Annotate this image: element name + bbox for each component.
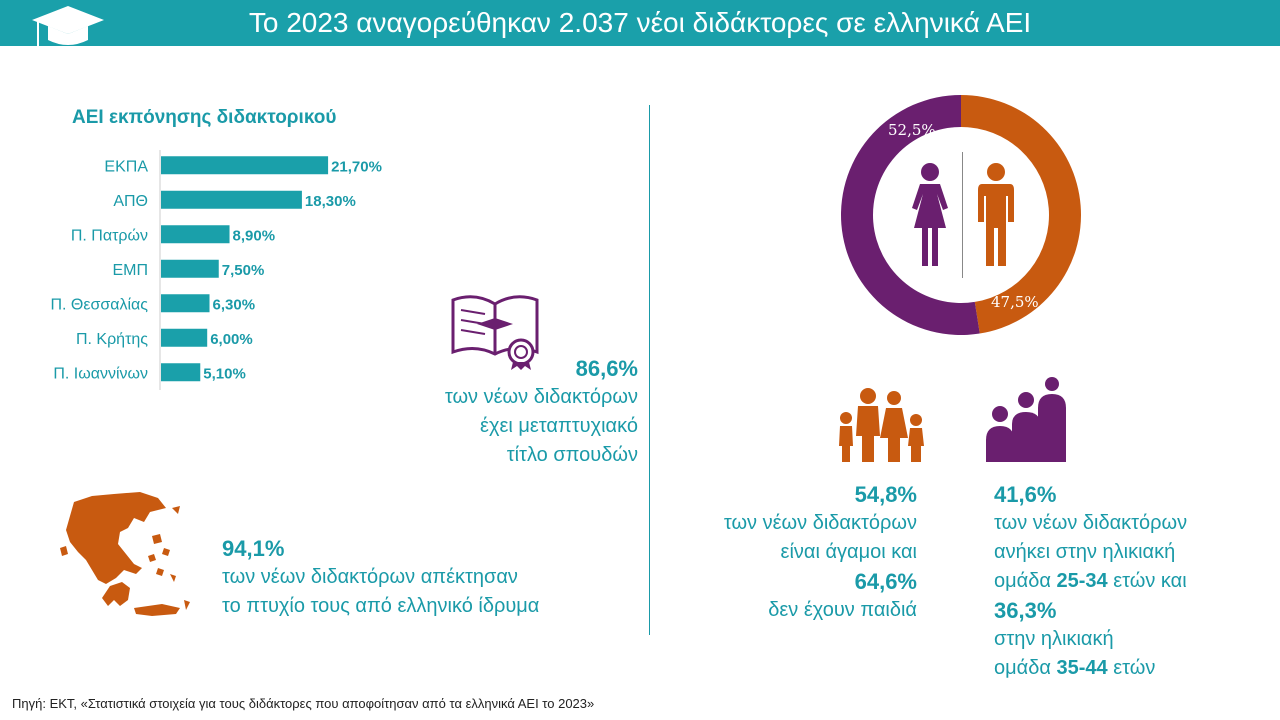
page-title: Το 2023 αναγορεύθηκαν 2.037 νέοι διδάκτο…: [248, 7, 1032, 38]
donut-slice: [841, 95, 980, 335]
greek-degree-value: 94,1%: [222, 536, 285, 561]
age-line3: ομάδα 25-34 ετών και: [994, 567, 1274, 596]
age-line5-pre: ομάδα: [994, 657, 1051, 679]
donut-svg: [841, 95, 1082, 335]
greek-degree-line1: των νέων διδακτόρων απέκτησαν: [222, 566, 518, 588]
divider-line: [649, 105, 650, 635]
masters-line3: τίτλο σπουδών: [506, 444, 638, 466]
bar-category-label: Π. Κρήτης: [76, 331, 148, 348]
unmarried-value: 54,8%: [854, 482, 917, 507]
age-line3-post: ετών και: [1113, 570, 1187, 592]
source-note: Πηγή: ΕΚΤ, «Στατιστικά στοιχεία για τους…: [12, 696, 595, 711]
masters-line2: έχει μεταπτυχιακό: [480, 415, 638, 437]
bar: [161, 328, 208, 347]
greece-map-icon: [60, 492, 190, 616]
bar-category-label: ΕΜΠ: [112, 262, 148, 279]
bar: [161, 259, 219, 278]
age-line3-pre: ομάδα: [994, 570, 1051, 592]
age-line5-post: ετών: [1113, 657, 1156, 679]
graduation-cap-icon: [32, 6, 104, 56]
age-35-44-value: 36,3%: [994, 598, 1057, 623]
age-line4: στην ηλικιακή: [994, 628, 1114, 650]
masters-stat: 86,6% των νέων διδακτόρων έχει μεταπτυχι…: [380, 354, 638, 470]
gender-donut-chart: 52,5% 47,5%: [836, 90, 1086, 340]
man-icon: [978, 163, 1014, 266]
no-children-value: 64,6%: [854, 569, 917, 594]
bar-value-label: 5,10%: [203, 365, 246, 382]
greek-degree-stat: 94,1% των νέων διδακτόρων απέκτησαν το π…: [222, 534, 622, 621]
donut-slice: [961, 95, 1082, 334]
masters-line1: των νέων διδακτόρων: [444, 386, 638, 408]
bar-value-label: 6,30%: [213, 296, 256, 313]
age-stat: 41,6% των νέων διδακτόρων ανήκει στην ηλ…: [994, 480, 1274, 683]
bar-value-label: 8,90%: [233, 227, 276, 244]
women-pct-label: 52,5%: [888, 121, 936, 139]
masters-value: 86,6%: [575, 356, 638, 381]
woman-icon: [912, 163, 948, 266]
age-line5: ομάδα 35-44 ετών: [994, 654, 1274, 683]
men-pct-label: 47,5%: [991, 293, 1039, 311]
bar: [161, 294, 210, 313]
bar-category-label: ΕΚΠΑ: [104, 158, 148, 175]
bar: [161, 156, 329, 175]
bar-value-label: 6,00%: [210, 331, 253, 348]
bar: [161, 225, 230, 244]
bar-chart-title: ΑΕΙ εκπόνησης διδακτορικού: [72, 107, 337, 128]
header-bar: Το 2023 αναγορεύθηκαν 2.037 νέοι διδάκτο…: [0, 0, 1280, 56]
bar: [161, 190, 302, 209]
greek-degree-line2: το πτυχίο τους από ελληνικό ίδρυμα: [222, 595, 540, 617]
family-line2: είναι άγαμοι και: [780, 541, 917, 563]
bar: [161, 363, 201, 382]
age-range-1: 25-34: [1056, 570, 1108, 592]
family-line1: των νέων διδακτόρων: [723, 512, 917, 534]
bar-category-label: Π. Πατρών: [71, 227, 148, 244]
age-25-34-value: 41,6%: [994, 482, 1057, 507]
bar-value-label: 7,50%: [222, 262, 265, 279]
age-range-2: 35-44: [1056, 657, 1108, 679]
bar-category-label: ΑΠΘ: [113, 193, 148, 210]
gender-divider: [962, 152, 963, 278]
university-bar-chart: ΕΚΠΑ 21,70% ΑΠΘ 18,30% Π. Πατρών 8,90% ΕΜΠ 7,50…: [50, 150, 382, 390]
age-line1: των νέων διδακτόρων: [994, 512, 1188, 534]
bar-category-label: Π. Θεσσαλίας: [50, 296, 148, 313]
bar-value-label: 18,30%: [305, 193, 356, 210]
family-line3: δεν έχουν παιδιά: [768, 599, 917, 621]
family-stat: 54,8% των νέων διδακτόρων είναι άγαμοι κ…: [660, 480, 917, 625]
book-diploma-icon: [451, 295, 539, 370]
family-icon: [839, 388, 924, 462]
age-line2: ανήκει στην ηλικιακή: [994, 541, 1176, 563]
bar-value-label: 21,70%: [331, 158, 382, 175]
age-group-icon: [986, 377, 1066, 462]
bar-category-label: Π. Ιωαννίνων: [53, 365, 148, 382]
